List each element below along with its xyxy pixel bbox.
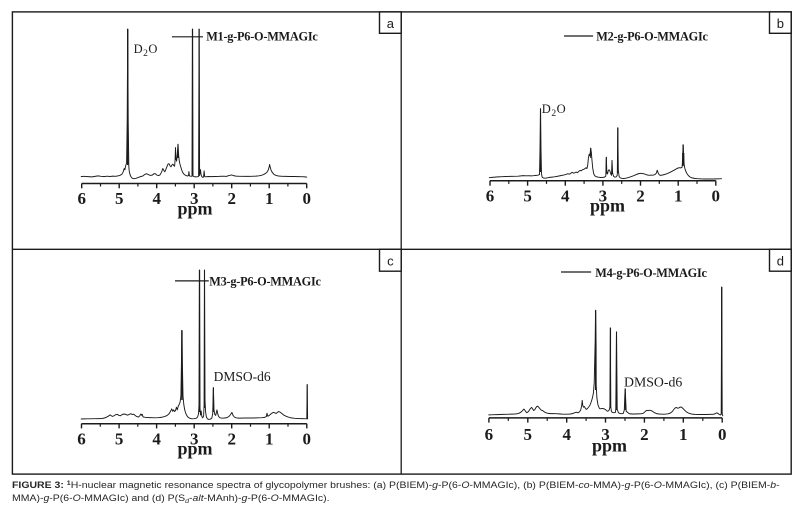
svg-text:5: 5	[115, 189, 124, 208]
svg-text:D2O: D2O	[134, 42, 158, 59]
svg-text:d: d	[777, 253, 784, 268]
svg-text:3: 3	[190, 430, 199, 449]
svg-text:DMSO-d6: DMSO-d6	[624, 374, 682, 389]
svg-text:4: 4	[561, 186, 570, 205]
svg-text:3: 3	[601, 425, 610, 444]
svg-text:3: 3	[599, 186, 608, 205]
svg-text:0: 0	[303, 430, 312, 449]
svg-text:6: 6	[486, 186, 495, 205]
svg-text:DMSO-d6: DMSO-d6	[214, 369, 271, 384]
svg-text:2: 2	[640, 425, 649, 444]
svg-text:ppm: ppm	[177, 198, 212, 218]
svg-text:0: 0	[718, 425, 727, 444]
svg-text:M4-g-P6-O-MMAGIc: M4-g-P6-O-MMAGIc	[595, 266, 707, 280]
svg-text:5: 5	[523, 186, 532, 205]
svg-text:ppm: ppm	[590, 196, 625, 216]
svg-text:4: 4	[562, 425, 571, 444]
svg-text:6: 6	[77, 189, 86, 208]
svg-text:2: 2	[636, 186, 645, 205]
svg-text:2: 2	[227, 189, 236, 208]
svg-text:b: b	[777, 16, 784, 31]
svg-text:1: 1	[679, 425, 688, 444]
svg-text:0: 0	[302, 189, 311, 208]
svg-text:c: c	[387, 253, 394, 268]
svg-text:5: 5	[524, 425, 533, 444]
svg-text:6: 6	[485, 425, 494, 444]
svg-text:M3-g-P6-O-MMAGIc: M3-g-P6-O-MMAGIc	[209, 275, 321, 289]
svg-text:5: 5	[115, 430, 124, 449]
svg-text:0: 0	[712, 186, 721, 205]
svg-text:ppm: ppm	[177, 439, 212, 459]
svg-text:4: 4	[152, 189, 161, 208]
svg-text:a: a	[387, 16, 395, 31]
svg-text:6: 6	[77, 430, 86, 449]
svg-text:ppm: ppm	[592, 436, 627, 456]
svg-text:M1-g-P6-O-MMAGIc: M1-g-P6-O-MMAGIc	[206, 30, 318, 44]
svg-text:D2O: D2O	[542, 102, 566, 119]
svg-text:4: 4	[152, 430, 161, 449]
svg-text:2: 2	[227, 430, 236, 449]
svg-text:1: 1	[265, 430, 274, 449]
svg-text:1: 1	[674, 186, 683, 205]
svg-text:M2-g-P6-O-MMAGIc: M2-g-P6-O-MMAGIc	[596, 30, 708, 44]
svg-text:1: 1	[265, 189, 274, 208]
svg-text:3: 3	[190, 189, 199, 208]
